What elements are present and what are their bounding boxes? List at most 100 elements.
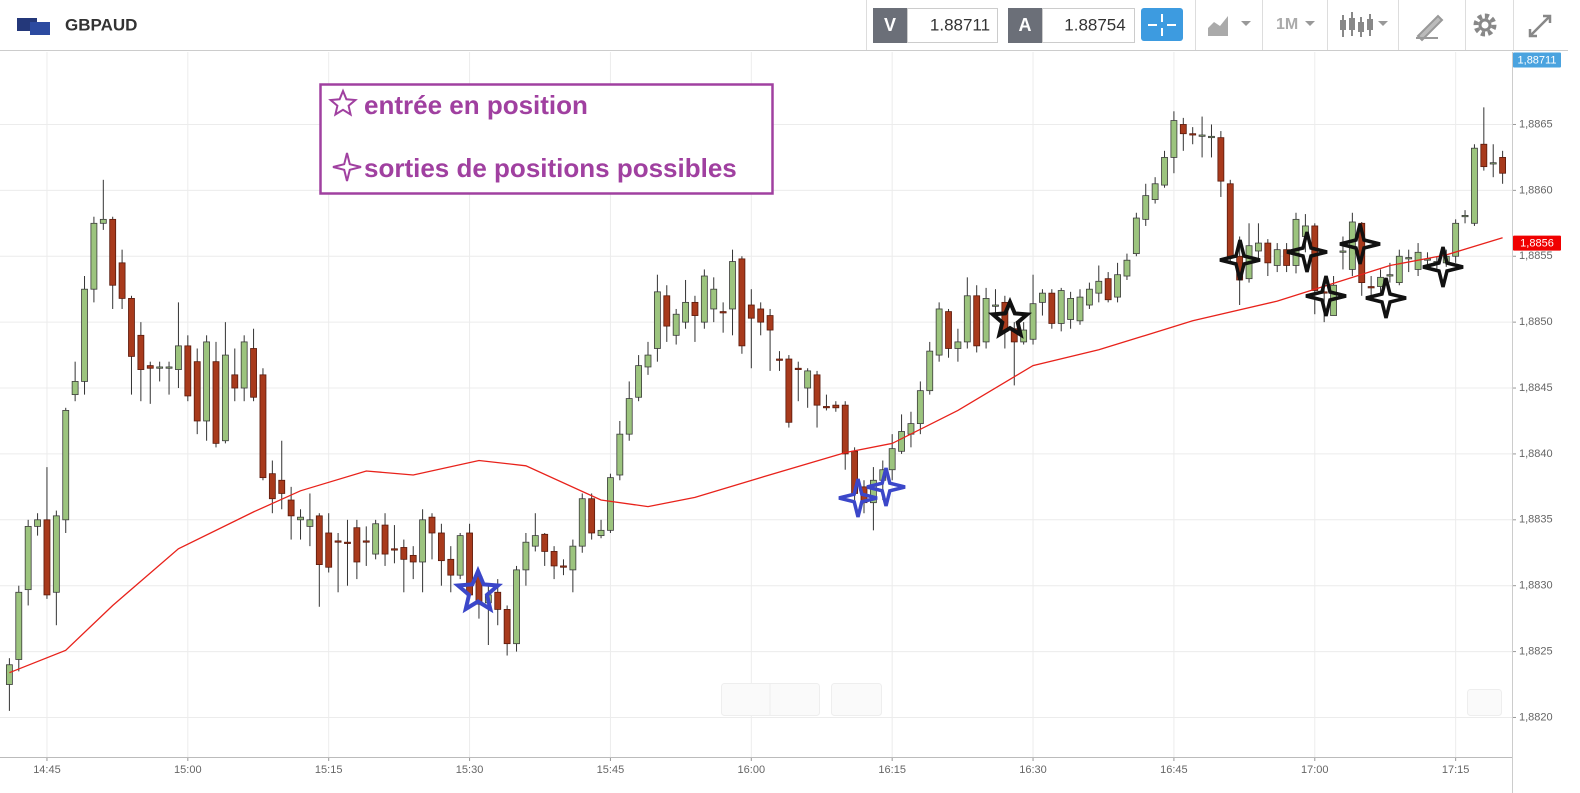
crosshair-button[interactable] [1141,8,1183,41]
candle [1292,212,1300,274]
draw-icon[interactable] [1416,14,1444,42]
candle-body [34,519,41,527]
chart-type-icon[interactable] [1208,16,1228,36]
candle [362,526,370,566]
y-tick-label: 1,8835 [1519,514,1553,526]
candle-body [766,315,774,331]
legend-sparkle [332,152,362,182]
candle-body [541,533,549,552]
candle [165,361,173,395]
candle-body [287,499,295,517]
candle-body [306,519,314,527]
candle-body [419,519,427,563]
candle [729,249,736,336]
x-tick-label: 16:00 [738,764,766,776]
candle-body [165,366,173,369]
nav-button[interactable] [1467,689,1502,716]
bid-box [907,8,998,43]
bid-button[interactable] [873,8,907,43]
candle-body [81,288,88,382]
candle [776,351,783,371]
candle [193,348,201,435]
candle [90,216,98,303]
candle-body [428,516,436,534]
candle-body [569,545,577,571]
candle-body [804,370,812,389]
candle-body [1367,286,1375,289]
x-tick-label: 16:15 [878,764,906,776]
candle-body [644,354,652,368]
candle-body [146,365,154,369]
candle-body [1039,292,1046,303]
bid-price: 1.88711 [930,15,990,34]
candle [1114,262,1121,303]
candle [184,335,192,402]
candle [456,532,464,580]
candle-body [156,366,164,369]
candle-body [513,569,520,645]
dropdown-arrow [1378,21,1388,26]
candle [137,322,145,402]
candle [1264,239,1272,277]
legend-exits: sorties de positions possibles [364,153,737,183]
candle-body [597,529,605,537]
candle-body [203,341,211,422]
ask-price: 1.88754 [1064,15,1125,34]
candle [766,308,774,371]
timeframe[interactable]: 1M [1276,16,1298,33]
price-marker-label: 1,88711 [1518,54,1557,66]
candle-body [1179,124,1187,135]
nav-button[interactable] [831,683,882,716]
candle [813,370,821,428]
candle [5,658,13,711]
candle-body [353,527,361,563]
candle [597,519,605,539]
candle-body [1067,298,1075,320]
candle-body [916,390,924,425]
candle-body [1311,225,1319,291]
candle [1452,219,1460,263]
x-tick-label: 15:15 [315,764,343,776]
candle [128,295,135,395]
candle-body [1292,218,1300,266]
candle-body [813,374,821,406]
candle-body [137,334,145,370]
candle [663,285,671,342]
candle [963,277,971,349]
candle [1208,124,1215,158]
candle-body [1471,147,1478,224]
candle [1095,265,1103,303]
candle [513,565,520,652]
candle [231,348,239,402]
candle-body [128,298,135,357]
legend: entrée en position sorties de positions … [319,83,774,195]
candle-body [1076,296,1084,322]
exit-sparkle [1339,223,1381,265]
candle [898,414,905,454]
candle [334,532,342,593]
candle [794,361,802,402]
candle [644,341,652,375]
candle [344,519,351,586]
candle [1283,243,1291,273]
fullscreen-icon[interactable] [1528,14,1552,38]
candle-body [297,516,304,521]
candle [221,322,229,444]
candle-body [1264,242,1272,264]
candle-body [832,404,840,409]
candle-body [494,591,502,610]
candle-body [653,291,661,349]
ask-button[interactable] [1008,8,1042,43]
y-tick-label: 1,8845 [1519,382,1553,394]
candle-body [1151,183,1159,200]
candle [1179,117,1187,151]
candle-body [1405,257,1413,260]
candle-body [963,295,971,343]
candle [1198,116,1206,158]
settings-icon[interactable] [1473,13,1497,37]
candle-body [437,532,445,562]
candle [926,341,934,395]
legend-star [328,88,358,117]
candle [1395,249,1403,286]
candle [682,279,689,329]
